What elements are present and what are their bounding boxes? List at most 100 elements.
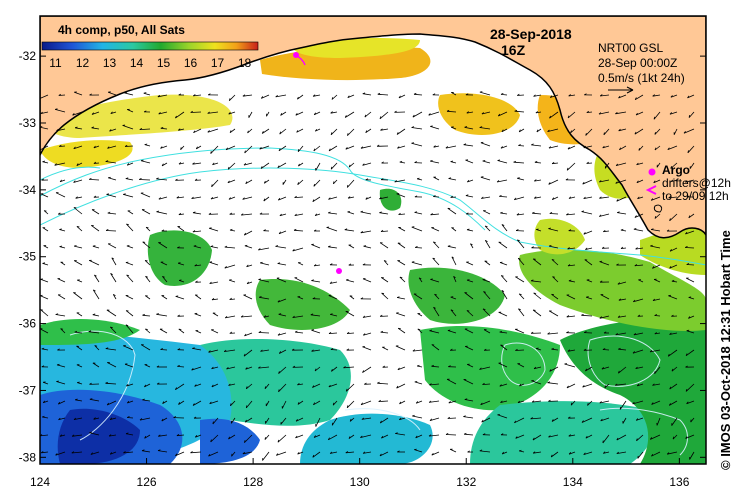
current-arrow bbox=[669, 247, 678, 252]
current-arrow-head bbox=[566, 385, 569, 389]
lat-axis: -32-33-34-35-36-37-38 bbox=[19, 49, 706, 464]
current-arrow bbox=[430, 279, 440, 283]
current-arrow bbox=[312, 383, 321, 388]
current-arrow bbox=[292, 247, 304, 252]
current-arrow-head bbox=[245, 386, 248, 389]
current-arrow bbox=[500, 145, 508, 149]
current-arrow-head bbox=[243, 232, 247, 236]
current-arrow-head bbox=[139, 178, 142, 180]
current-arrow bbox=[193, 245, 202, 249]
colorbar-label: 14 bbox=[130, 56, 144, 70]
current-arrow-head bbox=[107, 146, 110, 149]
current-arrow bbox=[447, 207, 457, 215]
current-arrow-head bbox=[583, 196, 586, 199]
current-arrow bbox=[568, 280, 576, 283]
current-arrow-head bbox=[333, 181, 335, 184]
current-arrow-head bbox=[229, 212, 233, 215]
current-arrow-head bbox=[332, 402, 335, 406]
current-arrow bbox=[59, 145, 66, 147]
current-arrow bbox=[332, 400, 338, 406]
current-arrow bbox=[243, 294, 253, 300]
current-arrow-head bbox=[583, 145, 586, 149]
current-arrow-head bbox=[60, 328, 64, 330]
current-arrow-head bbox=[93, 161, 97, 164]
current-arrow bbox=[669, 332, 678, 335]
current-arrow bbox=[224, 264, 236, 269]
current-arrow-head bbox=[549, 95, 553, 98]
current-arrow-head bbox=[74, 245, 77, 247]
current-arrow-head bbox=[568, 279, 572, 282]
current-arrow bbox=[550, 451, 559, 458]
current-arrow-head bbox=[242, 197, 245, 200]
current-arrow-head bbox=[92, 245, 96, 247]
current-arrow-head bbox=[312, 454, 315, 458]
current-arrow bbox=[313, 179, 321, 187]
current-arrow-head bbox=[632, 401, 635, 405]
current-arrow bbox=[671, 280, 678, 283]
current-arrow-head bbox=[224, 315, 228, 319]
current-arrow bbox=[92, 314, 100, 317]
current-arrow-head bbox=[40, 451, 44, 454]
current-arrow bbox=[231, 451, 236, 457]
current-arrow bbox=[517, 363, 525, 368]
current-arrow bbox=[298, 162, 304, 167]
current-arrow-head bbox=[105, 229, 109, 231]
current-arrow bbox=[433, 176, 440, 181]
current-arrow-head bbox=[652, 298, 656, 301]
current-arrow bbox=[55, 192, 66, 198]
current-arrow bbox=[633, 298, 644, 303]
current-arrow bbox=[160, 349, 168, 351]
current-arrow bbox=[652, 383, 661, 386]
current-arrow bbox=[583, 230, 593, 235]
current-arrow-head bbox=[223, 349, 227, 352]
current-arrow bbox=[567, 145, 576, 150]
current-arrow bbox=[398, 227, 406, 232]
current-arrow-head bbox=[516, 213, 520, 216]
current-arrow bbox=[59, 229, 66, 232]
current-arrow-head bbox=[499, 384, 502, 387]
current-arrow bbox=[379, 451, 389, 457]
current-arrow bbox=[615, 383, 627, 386]
current-arrow-head bbox=[191, 368, 194, 371]
current-arrow-head bbox=[417, 328, 421, 331]
current-arrow-head bbox=[278, 148, 281, 151]
current-arrow-head bbox=[428, 434, 432, 437]
current-arrow-head bbox=[564, 363, 567, 365]
current-arrow-head bbox=[57, 212, 61, 215]
current-arrow-head bbox=[586, 296, 589, 298]
current-arrow-head bbox=[380, 128, 383, 131]
current-arrow-head bbox=[669, 332, 672, 335]
current-arrow bbox=[40, 94, 49, 99]
current-arrow bbox=[417, 328, 423, 334]
current-arrow-head bbox=[244, 150, 246, 154]
current-arrow bbox=[686, 400, 695, 405]
current-arrow-head bbox=[500, 433, 504, 436]
current-arrow bbox=[292, 315, 304, 318]
current-arrow bbox=[634, 264, 644, 267]
current-arrow bbox=[618, 94, 627, 99]
current-arrow bbox=[470, 243, 474, 249]
current-arrow bbox=[73, 417, 83, 420]
current-arrow-head bbox=[603, 451, 606, 454]
current-arrow-head bbox=[637, 314, 641, 317]
lat-tick-label: -37 bbox=[19, 383, 37, 397]
current-arrow-head bbox=[633, 299, 636, 303]
current-arrow-head bbox=[653, 180, 656, 184]
current-arrow bbox=[450, 309, 457, 317]
current-arrow bbox=[330, 349, 338, 351]
current-arrow-head bbox=[89, 398, 93, 400]
current-arrow bbox=[548, 179, 559, 185]
current-arrow-head bbox=[599, 196, 602, 199]
current-arrow-head bbox=[481, 419, 484, 423]
current-arrow bbox=[583, 196, 593, 199]
argo-legend-marker bbox=[645, 168, 657, 195]
current-arrow-head bbox=[314, 128, 318, 132]
current-arrow bbox=[158, 196, 168, 200]
current-arrow-head bbox=[447, 416, 451, 419]
current-arrow bbox=[58, 417, 66, 421]
current-arrow bbox=[671, 417, 678, 426]
current-arrow bbox=[466, 111, 474, 114]
current-arrow-head bbox=[482, 433, 486, 436]
current-arrow bbox=[603, 230, 610, 233]
current-arrow bbox=[176, 434, 185, 437]
